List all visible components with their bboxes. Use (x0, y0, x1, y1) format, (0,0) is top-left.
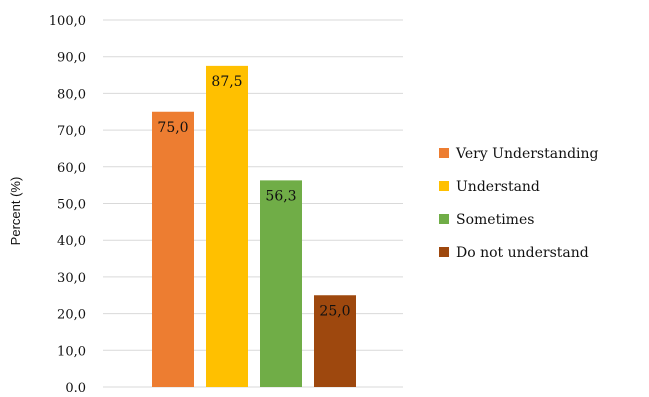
y-tick-label: 90,0 (57, 51, 86, 66)
bar (152, 111, 194, 387)
legend-label: Very Understanding (455, 146, 599, 162)
data-label: 25,0 (319, 303, 350, 319)
legend-label: Do not understand (456, 245, 589, 261)
data-label: 75,0 (157, 120, 188, 136)
bar (206, 65, 248, 387)
gridlines (103, 19, 403, 388)
legend: Very Understanding Understand Sometimes Do … (439, 146, 599, 261)
legend-item: Very Understanding (439, 146, 599, 162)
data-label: 87,5 (211, 74, 242, 90)
y-tick-label: 0.0 (65, 381, 86, 393)
y-axis-title: Percent (%) (8, 177, 23, 246)
legend-label: Sometimes (456, 212, 534, 228)
legend-item: Sometimes (439, 212, 534, 228)
bar (314, 295, 356, 387)
y-tick-label: 60,0 (57, 161, 86, 176)
legend-label: Understand (456, 179, 540, 195)
y-tick-label: 10,0 (57, 344, 86, 359)
legend-swatch (439, 181, 449, 191)
data-labels: 75,0 87,5 56,3 25,0 (157, 74, 350, 319)
legend-item: Understand (439, 179, 540, 195)
y-axis-tick-labels: 0.0 10,0 20,0 30,0 40,0 50,0 60,0 70,0 80,0 90,0 1… (49, 14, 86, 396)
y-tick-label: 80,0 (57, 87, 86, 102)
y-tick-label: 30,0 (57, 271, 86, 286)
y-tick-label: 40,0 (57, 234, 86, 249)
legend-item: Do not understand (439, 245, 589, 261)
bars (152, 65, 356, 387)
y-tick-label: 70,0 (57, 124, 86, 139)
y-tick-label: 20,0 (57, 308, 86, 323)
legend-swatch (439, 214, 449, 224)
data-label: 56,3 (265, 188, 296, 204)
legend-swatch (439, 148, 449, 158)
legend-swatch (439, 247, 449, 257)
bar (260, 180, 302, 387)
y-tick-label: 100,0 (49, 14, 86, 29)
y-tick-label: 50,0 (57, 198, 86, 213)
